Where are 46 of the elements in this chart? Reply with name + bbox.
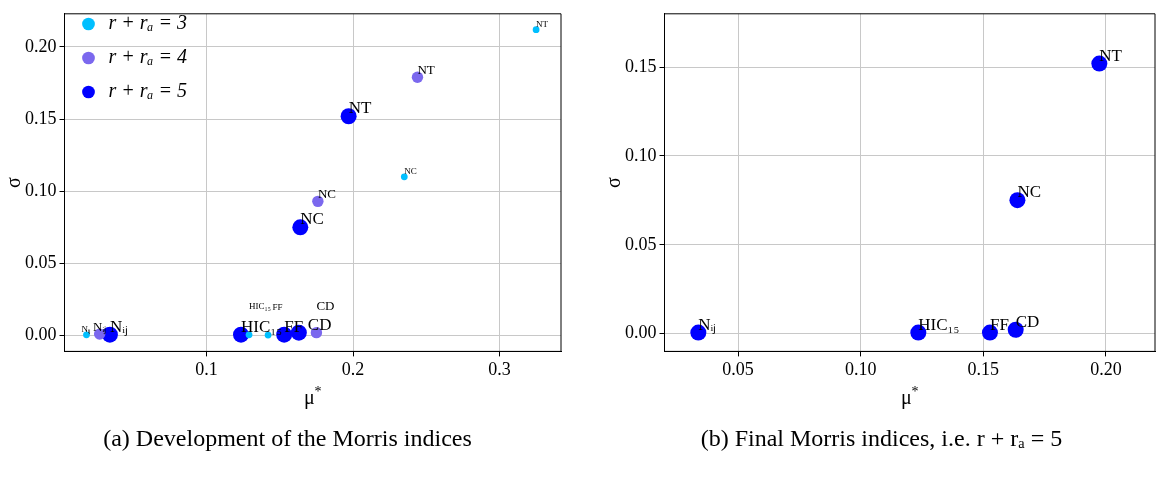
x-tick-label: 0.20 xyxy=(1090,358,1122,379)
y-axis-title: σ xyxy=(602,176,624,188)
text: (b) Final Morris indices, i.e. r + rₐ = 5 xyxy=(699,425,1064,452)
data-label: NC xyxy=(300,209,324,229)
data-label: HIC₁₅ xyxy=(918,314,960,334)
data-label: NT xyxy=(417,62,435,78)
y-tick-label: 0.05 xyxy=(625,233,657,254)
y-tick-label: 0.10 xyxy=(25,179,57,200)
y-tick-label: 0.20 xyxy=(25,35,57,56)
point xyxy=(400,173,408,181)
data-label: NC xyxy=(404,165,417,176)
data-label: Nᵢⱼ xyxy=(81,323,92,335)
x-tick-label: 0.10 xyxy=(844,358,877,379)
y-tick-label: 0.00 xyxy=(25,324,57,345)
data-label: NT xyxy=(348,98,372,118)
x-tick-label: 0.2 xyxy=(341,358,365,379)
data-label: NC xyxy=(1017,182,1042,202)
data-label: CD xyxy=(316,298,335,314)
data-label: FF xyxy=(989,314,1009,334)
x-axis-title: μ* xyxy=(303,384,322,409)
y-tick-label: 0.00 xyxy=(625,322,657,343)
y-tick-label: 0.05 xyxy=(25,252,57,273)
x-tick-label: 0.05 xyxy=(722,358,754,379)
data-label: CD xyxy=(1015,311,1040,331)
x-tick-label: 0.3 xyxy=(488,358,511,379)
data-label: NT xyxy=(536,18,549,29)
y-tick-label: 0.10 xyxy=(625,144,657,165)
data-label: NC xyxy=(317,186,336,202)
point xyxy=(532,26,540,34)
data-label: Nᵢⱼ xyxy=(109,316,128,337)
data-label: HIC₁₅ xyxy=(240,316,283,336)
x-tick-label: 0.15 xyxy=(967,358,1000,379)
y-axis-title: σ xyxy=(2,176,24,188)
text: (a) Development of the Morris indices xyxy=(102,425,473,452)
y-tick-label: 0.15 xyxy=(625,55,657,76)
legend-label: r + rₐ = 5 xyxy=(108,79,187,102)
x-axis-title: μ* xyxy=(900,384,919,409)
y-tick-label: 0.15 xyxy=(25,107,57,128)
legend-label: r + rₐ = 3 xyxy=(108,11,187,34)
x-tick-label: 0.1 xyxy=(195,358,218,379)
legend-label: r + rₐ = 4 xyxy=(108,45,187,68)
data-label: HIC₁₅ xyxy=(249,301,271,312)
data-label: FF xyxy=(272,301,283,312)
data-label: Nᵢⱼ xyxy=(698,314,717,335)
data-label: CD xyxy=(307,314,332,334)
data-label: NT xyxy=(1099,45,1123,65)
